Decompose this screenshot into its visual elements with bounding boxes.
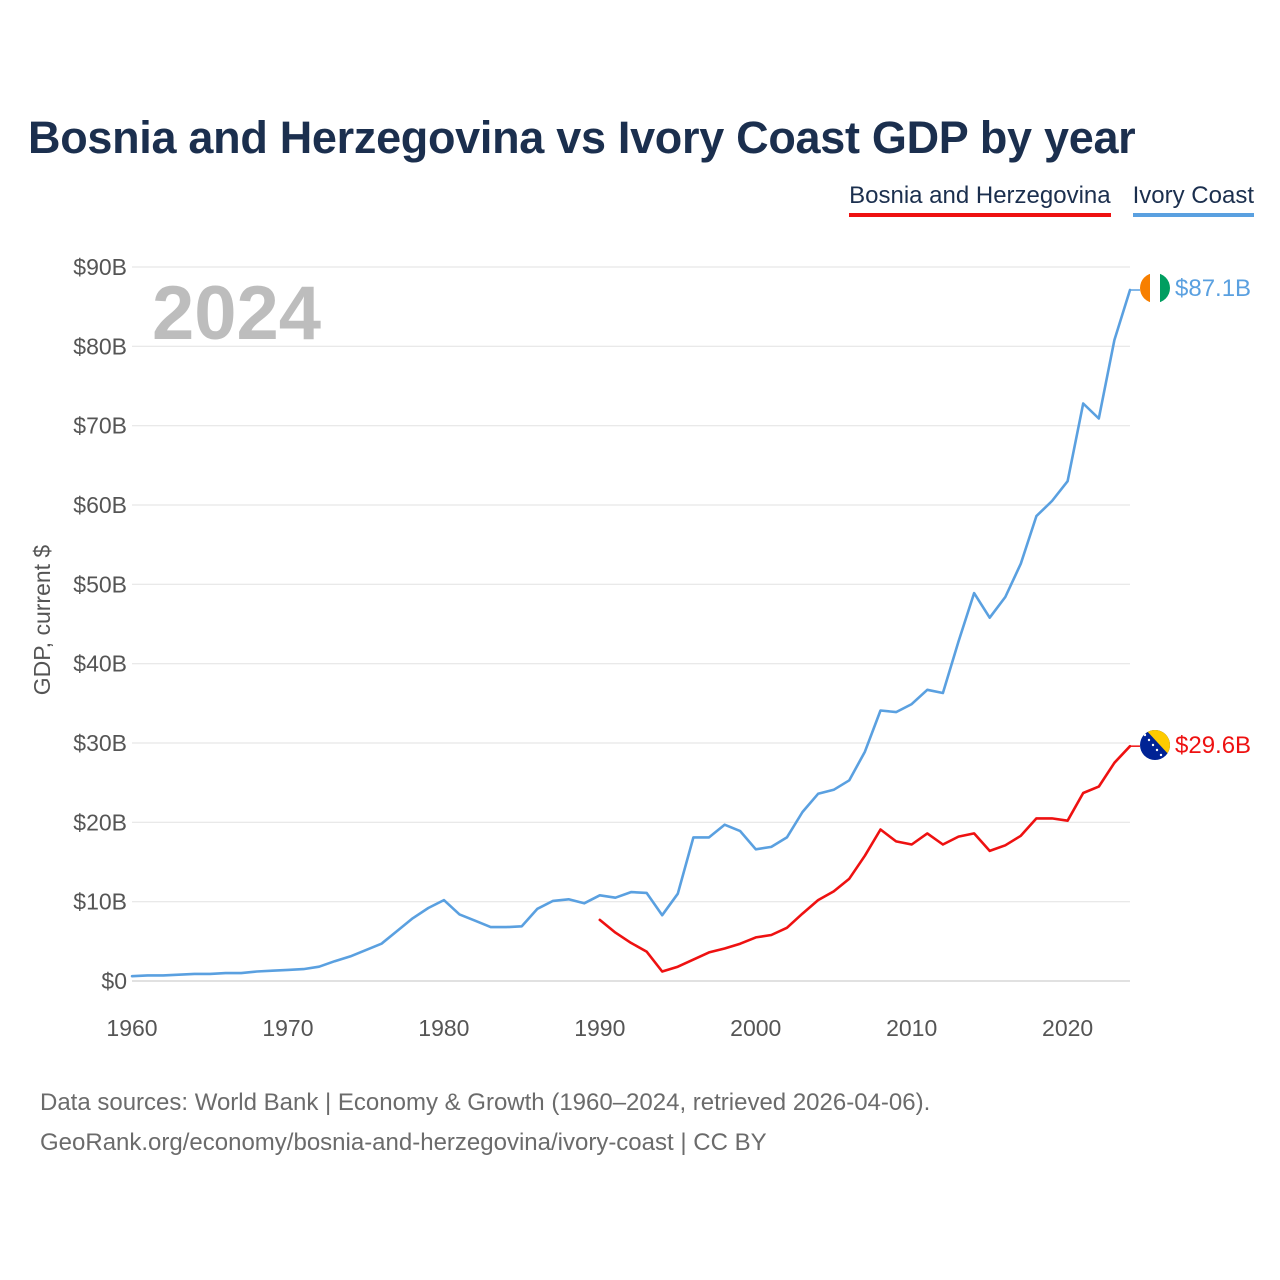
y-tick-label: $0 bbox=[101, 968, 127, 994]
ivory-coast-end-label: $87.1B bbox=[1175, 275, 1251, 302]
y-tick-label: $20B bbox=[73, 809, 127, 835]
series-group bbox=[130, 288, 1140, 978]
x-tick-label: 1960 bbox=[106, 1015, 157, 1041]
ivory-coast-flag-icon bbox=[1140, 273, 1170, 303]
y-tick-label: $90B bbox=[73, 254, 127, 280]
footer-sources: Data sources: World Bank | Economy & Gro… bbox=[40, 1089, 931, 1116]
y-tick-label: $80B bbox=[73, 333, 127, 359]
x-tick-label: 1980 bbox=[418, 1015, 469, 1041]
legend: Bosnia and Herzegovina Ivory Coast bbox=[849, 182, 1254, 217]
x-tick-label: 2000 bbox=[730, 1015, 781, 1041]
x-tick-label: 1970 bbox=[262, 1015, 313, 1041]
series-line-bosnia-and-herzegovina bbox=[598, 744, 1132, 973]
footer-attribution: GeoRank.org/economy/bosnia-and-herzegovi… bbox=[40, 1129, 767, 1156]
y-tick-label: $70B bbox=[73, 413, 127, 439]
x-tick-label: 2010 bbox=[886, 1015, 937, 1041]
y-axis-label: GDP, current $ bbox=[29, 545, 55, 696]
y-tick-label: $60B bbox=[73, 492, 127, 518]
line-chart: $0 $10B $20B $30B $40B $50B $60B $70B $80B $90B 1… bbox=[29, 254, 1251, 1041]
y-tick-label: $50B bbox=[73, 571, 127, 597]
x-tick-label: 2020 bbox=[1042, 1015, 1093, 1041]
year-label: 2024 bbox=[152, 271, 321, 356]
gridlines bbox=[132, 266, 1130, 982]
y-tick-label: $10B bbox=[73, 889, 127, 915]
legend-item-bosnia-and-herzegovina[interactable]: Bosnia and Herzegovina bbox=[849, 182, 1111, 217]
y-axis-ticks: $0 $10B $20B $30B $40B $50B $60B $70B $80B $90B bbox=[73, 254, 127, 994]
y-tick-label: $40B bbox=[73, 651, 127, 677]
bosnia-and-herzegovina-flag-icon bbox=[1140, 730, 1170, 760]
y-tick-label: $30B bbox=[73, 730, 127, 756]
legend-item-ivory-coast[interactable]: Ivory Coast bbox=[1132, 182, 1254, 217]
x-axis-ticks: 1960 1970 1980 1990 2000 2010 2020 bbox=[106, 1015, 1093, 1041]
footer: Data sources: World Bank | Economy & Gro… bbox=[40, 1083, 930, 1163]
chart-title: Bosnia and Herzegovina vs Ivory Coast GD… bbox=[28, 112, 1136, 163]
bosnia-and-herzegovina-end-label: $29.6B bbox=[1175, 732, 1251, 759]
x-tick-label: 1990 bbox=[574, 1015, 625, 1041]
series-line-ivory-coast bbox=[130, 288, 1132, 978]
